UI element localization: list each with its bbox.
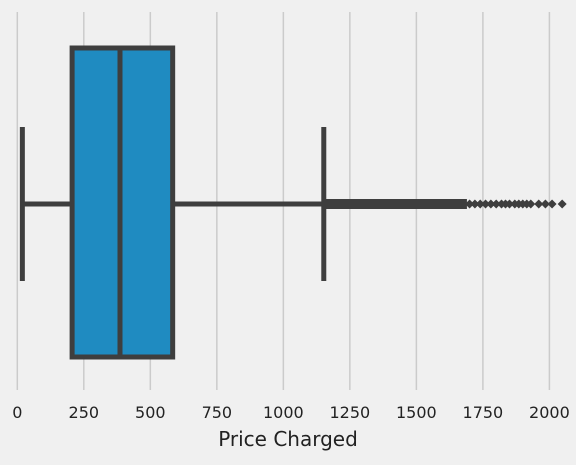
x-axis-label: Price Charged [218, 427, 358, 451]
x-tick-label: 250 [69, 403, 100, 422]
outlier-point [465, 199, 475, 209]
x-tick-label: 1000 [263, 403, 304, 422]
x-tick-label: 1250 [330, 403, 371, 422]
x-tick-label: 500 [135, 403, 166, 422]
outlier-point [547, 199, 557, 209]
outlier-point [557, 199, 567, 209]
outlier-point [491, 199, 501, 209]
tick-layer: 0 250 500 750 1000 1250 1500 1750 2000 [12, 403, 570, 422]
outlier-band [324, 199, 467, 209]
outlier-point [486, 199, 496, 209]
x-tick-label: 750 [202, 403, 233, 422]
outlier-point [504, 199, 514, 209]
outlier-point [534, 199, 544, 209]
x-tick-label: 2000 [529, 403, 570, 422]
outlier-point [481, 199, 491, 209]
x-tick-label: 1500 [396, 403, 437, 422]
box-layer [19, 45, 567, 360]
outlier-point [470, 199, 480, 209]
outlier-point [540, 199, 550, 209]
x-tick-label: 1750 [463, 403, 504, 422]
outlier-point [475, 199, 485, 209]
x-tick-label: 0 [12, 403, 22, 422]
outlier-point [526, 199, 536, 209]
